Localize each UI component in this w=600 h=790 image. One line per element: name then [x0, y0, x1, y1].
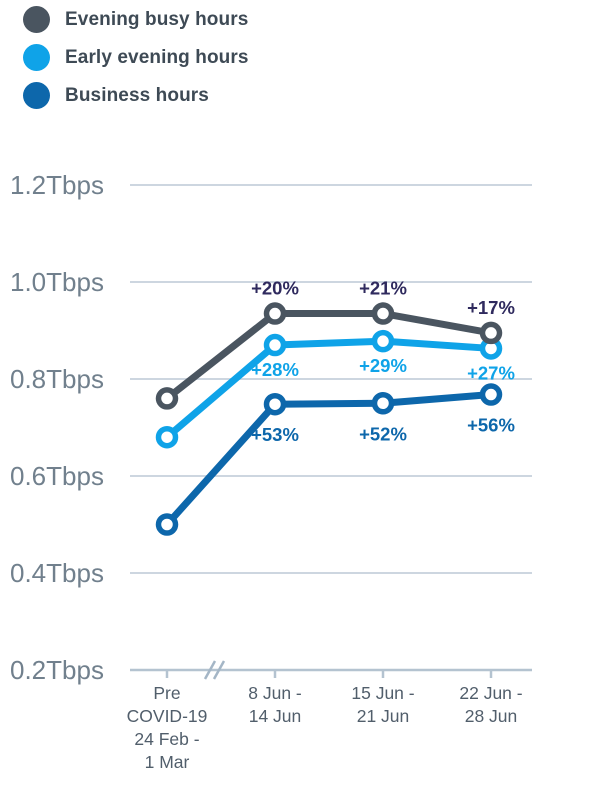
data-point-early-evening-hours: [371, 329, 395, 353]
point-label-business-hours: +52%: [359, 423, 407, 444]
series-line-early-evening-hours: [163, 337, 495, 441]
x-tick-label: 8 Jun -14 Jun: [248, 683, 302, 726]
data-point-evening-busy-hours: [155, 387, 179, 410]
point-label-evening-busy-hours: +20%: [251, 278, 299, 299]
y-tick-label: 0.8Tbps: [10, 364, 104, 394]
axis-break-icon: [203, 660, 217, 680]
y-tick-label: 1.0Tbps: [10, 267, 104, 297]
data-point-business-hours: [371, 392, 395, 415]
data-point-business-hours: [155, 513, 179, 536]
data-point-business-hours: [263, 392, 287, 416]
y-tick-label: 0.6Tbps: [10, 461, 104, 491]
legend-label: Early evening hours: [65, 46, 249, 68]
point-label-business-hours: +56%: [467, 415, 515, 436]
data-point-evening-busy-hours: [371, 302, 395, 325]
y-tick-label: 0.4Tbps: [10, 558, 104, 588]
legend-label: Business hours: [65, 84, 209, 106]
legend-item-business-hours: Business hours: [23, 82, 249, 109]
point-label-early-evening-hours: +29%: [359, 355, 407, 376]
point-label-early-evening-hours: +28%: [251, 359, 299, 380]
x-tick-label: Pre COVID-19 24 Feb -1 Mar: [127, 683, 208, 772]
point-label-early-evening-hours: +27%: [467, 362, 515, 383]
legend-item-early-evening-hours: Early evening hours: [23, 44, 249, 71]
data-point-early-evening-hours: [155, 425, 179, 449]
series-line-business-hours: [163, 391, 495, 528]
data-point-evening-busy-hours: [263, 302, 287, 325]
legend: Evening busy hours Early evening hours B…: [23, 6, 249, 109]
point-label-business-hours: +53%: [251, 424, 299, 445]
y-tick-label: 1.2Tbps: [10, 170, 104, 200]
data-point-early-evening-hours: [263, 333, 287, 357]
y-tick-label: 0.2Tbps: [10, 655, 104, 685]
legend-item-evening-busy-hours: Evening busy hours: [23, 6, 249, 33]
data-point-evening-busy-hours: [479, 321, 503, 345]
series-line-evening-busy-hours: [163, 310, 495, 402]
legend-label: Evening busy hours: [65, 8, 249, 30]
point-label-evening-busy-hours: +17%: [467, 297, 515, 318]
point-label-evening-busy-hours: +21%: [359, 278, 407, 299]
legend-dot-icon: [23, 6, 50, 33]
legend-dot-icon: [23, 44, 50, 71]
x-tick-label: 22 Jun -28 Jun: [459, 683, 522, 726]
axis-break-icon: [212, 660, 226, 680]
x-tick-label: 15 Jun -21 Jun: [351, 683, 414, 726]
legend-dot-icon: [23, 82, 50, 109]
data-point-business-hours: [479, 383, 503, 406]
